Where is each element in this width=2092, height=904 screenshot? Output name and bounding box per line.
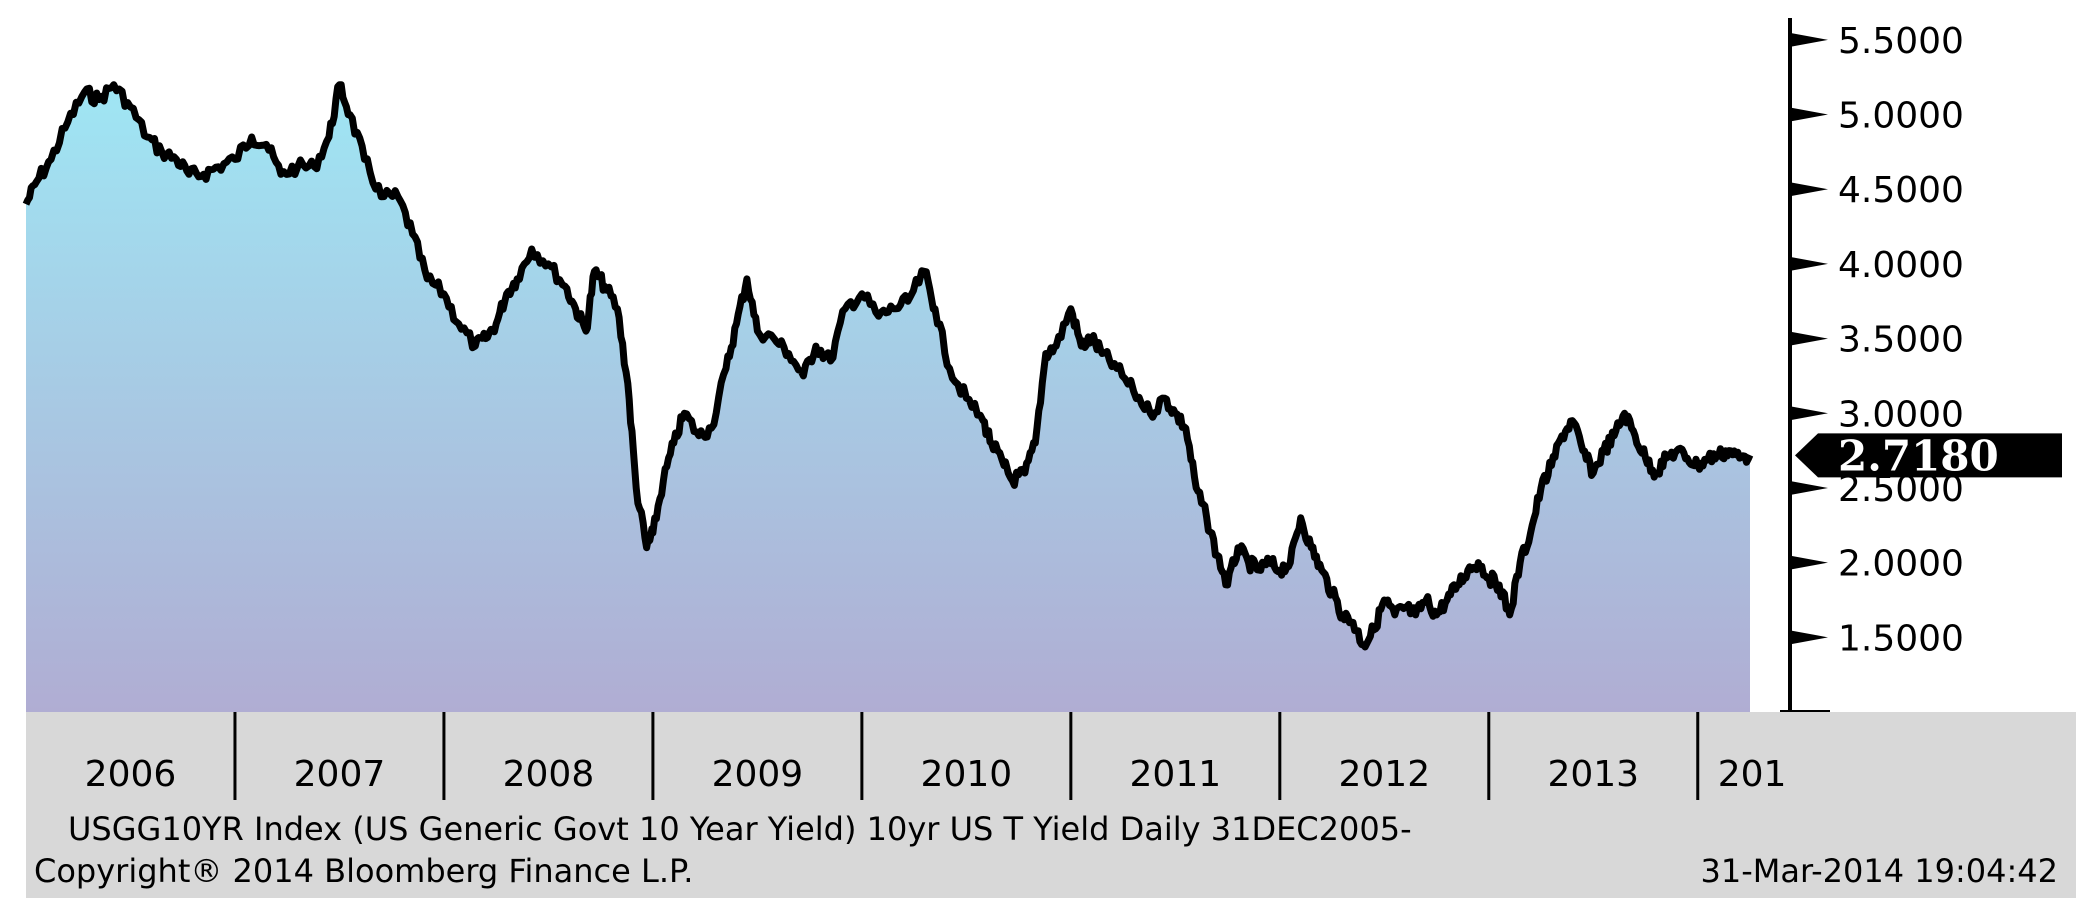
y-tick-mark <box>1790 107 1828 122</box>
x-tick-label: 2006 <box>85 754 177 795</box>
x-tick-label: 2009 <box>712 754 804 795</box>
x-tick-label: 2011 <box>1130 754 1222 795</box>
y-tick-mark <box>1790 555 1828 570</box>
y-tick-mark <box>1790 32 1828 47</box>
y-tick-label: 5.0000 <box>1838 96 1964 137</box>
x-tick-label: 2008 <box>503 754 595 795</box>
series-line-group <box>22 81 1754 651</box>
series-line <box>22 81 1754 651</box>
y-tick-mark <box>1790 406 1828 421</box>
y-tick-label: 4.0000 <box>1838 245 1964 286</box>
y-tick-label: 3.0000 <box>1838 394 1964 435</box>
y-tick-label: 4.5000 <box>1838 170 1964 211</box>
y-tick-mark <box>1790 256 1828 271</box>
series-area <box>26 84 1750 712</box>
y-tick-mark <box>1790 630 1828 645</box>
x-tick-label: 2010 <box>921 754 1013 795</box>
chart-footer: USGG10YR Index (US Generic Govt 10 Year … <box>34 810 2058 890</box>
last-value-box <box>1795 433 2062 478</box>
x-tick-label: 2012 <box>1338 754 1430 795</box>
y-tick-label: 2.0000 <box>1838 544 1964 585</box>
plot-area <box>26 84 1750 712</box>
last-value-marker: 2.7180 <box>1795 431 2062 480</box>
y-tick-mark <box>1790 480 1828 495</box>
x-tick-label: 2007 <box>294 754 386 795</box>
x-axis-band <box>26 712 2076 898</box>
y-tick-label: 5.5000 <box>1838 21 1964 62</box>
y-axis: 5.50005.00004.50004.00003.50003.00002.50… <box>1780 18 1964 714</box>
y-tick-label: 1.5000 <box>1838 618 1964 659</box>
y-tick-label: 3.5000 <box>1838 320 1964 361</box>
y-tick-mark <box>1790 331 1828 346</box>
date-range-end: 31-Mar-2014 19:04:42 <box>1701 852 2058 890</box>
x-tick-label: 201 <box>1718 754 1787 795</box>
x-axis: 2006 2007 2008 2009 2010 2011 2012 2013 201 <box>26 712 2076 898</box>
y-tick-mark <box>1790 182 1828 197</box>
copyright-text: Copyright® 2014 Bloomberg Finance L.P. <box>34 852 693 890</box>
last-value-label: 2.7180 <box>1838 431 1999 480</box>
chart-title: USGG10YR Index (US Generic Govt 10 Year … <box>68 810 1412 848</box>
x-tick-label: 2013 <box>1547 754 1639 795</box>
